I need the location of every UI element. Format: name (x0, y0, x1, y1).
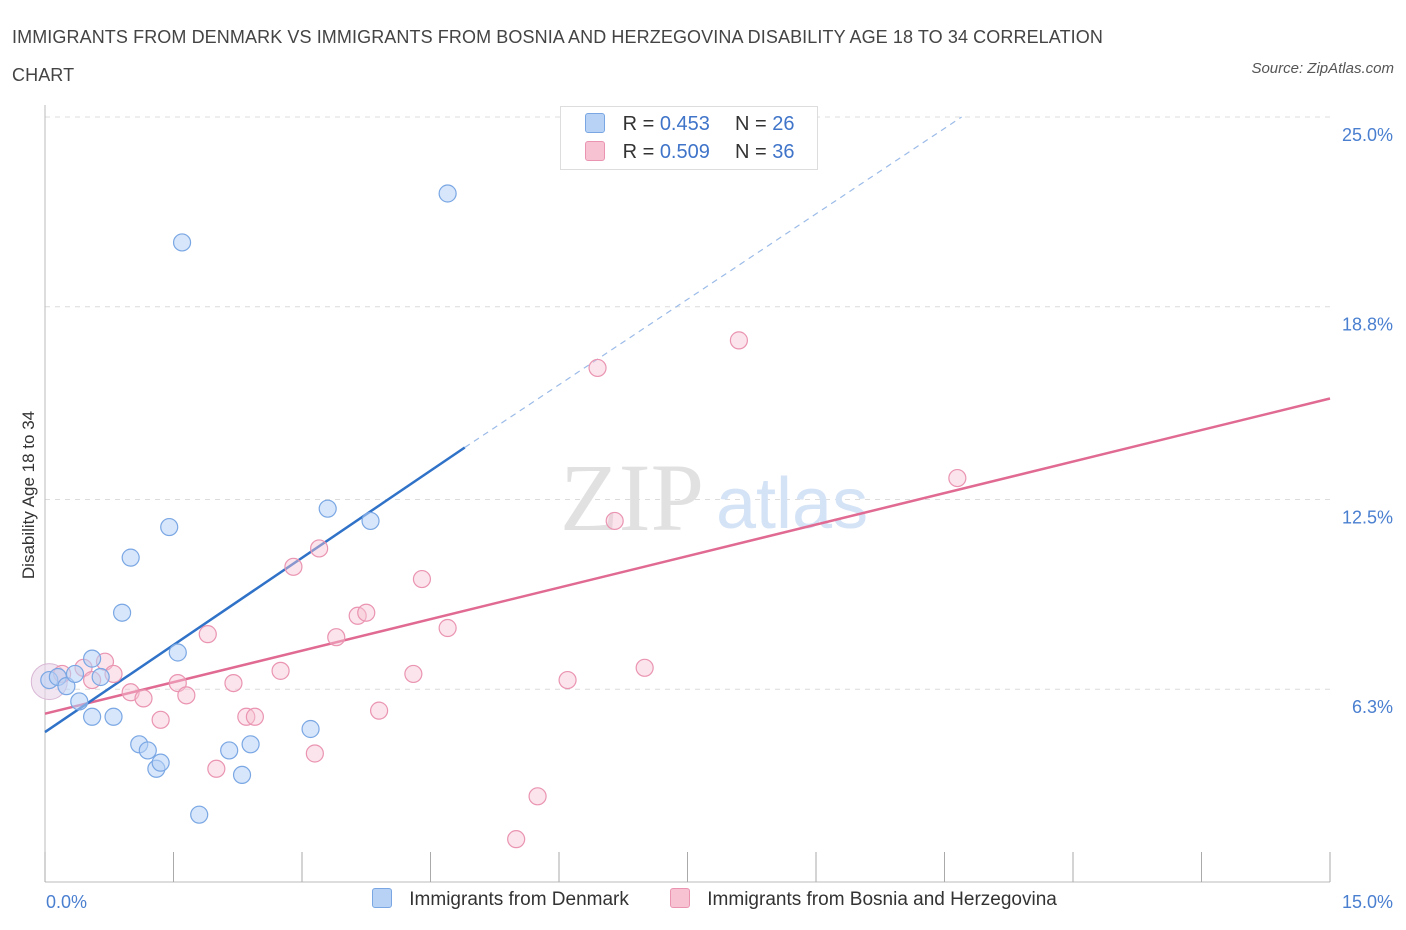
bosnia-point (507, 830, 526, 849)
axes (44, 105, 1331, 883)
y-tick-label: 18.8% (1342, 315, 1393, 335)
bosnia-point (134, 689, 153, 708)
correlation-legend: R = 0.453 N = 26 R = 0.509 N = 36 (560, 106, 818, 170)
denmark-point (241, 735, 260, 754)
legend-r-value: 0.509 (659, 141, 710, 163)
trend-line-denmark-extension (464, 116, 962, 448)
legend-swatch-denmark (585, 113, 605, 133)
denmark-point (168, 643, 187, 662)
legend-n-value: 26 (772, 113, 795, 135)
bosnia-point (370, 701, 389, 720)
denmark-point (121, 548, 140, 567)
denmark-point (83, 707, 102, 726)
bosnia-point (635, 658, 654, 677)
legend-row-denmark: R = 0.453 N = 26 (585, 113, 795, 136)
denmark-point (65, 664, 85, 684)
x-tick-label: 0.0% (46, 892, 87, 912)
data-points (30, 184, 967, 849)
denmark-point (301, 719, 320, 739)
x-tick-labels: 0.0% 15.0% (46, 892, 1393, 912)
legend-swatch-bosnia (670, 888, 690, 908)
denmark-point (151, 753, 170, 772)
legend-swatch-bosnia (585, 141, 605, 161)
bosnia-point (528, 787, 547, 806)
bosnia-point (177, 686, 196, 705)
denmark-point (160, 517, 179, 537)
denmark-point (83, 649, 102, 668)
legend-r-value: 0.453 (659, 113, 710, 135)
y-tick-label: 12.5% (1342, 508, 1393, 528)
y-tick-label: 25.0% (1342, 125, 1393, 145)
trend-line-denmark (44, 446, 466, 734)
denmark-point (138, 741, 157, 760)
bosnia-point (305, 744, 324, 763)
legend-n-label: N = (735, 113, 773, 135)
denmark-point (232, 765, 252, 785)
bosnia-point (412, 569, 432, 589)
denmark-point (112, 603, 132, 622)
denmark-point (104, 707, 123, 726)
chart-title: IMMIGRANTS FROM DENMARK VS IMMIGRANTS FR… (12, 27, 1103, 85)
watermark-zip: ZIP (560, 444, 704, 551)
legend-n-label: N = (735, 141, 773, 163)
trend-line-bosnia (44, 397, 1331, 715)
denmark-point (190, 805, 209, 824)
bosnia-point (558, 670, 577, 690)
denmark-point (318, 499, 337, 518)
denmark-point (91, 667, 110, 687)
legend-n-value: 36 (772, 141, 795, 163)
trend-lines (44, 116, 1331, 734)
bosnia-point (245, 707, 264, 726)
legend-item-bosnia[interactable]: Immigrants from Bosnia and Herzegovina (670, 888, 1057, 911)
bosnia-point (310, 539, 329, 558)
bosnia-point (948, 468, 967, 488)
y-axis-label: Disability Age 18 to 34 (19, 411, 38, 579)
x-tick-label: 15.0% (1342, 892, 1393, 912)
y-tick-labels: 25.0% 18.8% 12.5% 6.3% (1342, 125, 1393, 717)
denmark-point (172, 233, 192, 252)
denmark-point (361, 511, 380, 531)
bosnia-point (605, 511, 624, 531)
bosnia-point (729, 331, 749, 350)
legend-r-label: R = (622, 113, 660, 135)
denmark-point (70, 692, 89, 711)
bosnia-point (224, 673, 243, 693)
bosnia-point (404, 664, 423, 684)
legend-row-bosnia: R = 0.509 N = 36 (585, 141, 795, 164)
legend-label-denmark: Immigrants from Denmark (409, 889, 629, 910)
bosnia-point (357, 603, 376, 622)
bosnia-point (588, 358, 607, 378)
legend-r-label: R = (622, 141, 660, 163)
denmark-point (220, 741, 239, 760)
legend-item-denmark[interactable]: Immigrants from Denmark (372, 888, 629, 911)
bosnia-point (151, 710, 170, 729)
watermark-atlas: atlas (716, 464, 868, 544)
grid-lines (45, 116, 1330, 690)
denmark-point (438, 184, 457, 203)
y-tick-label: 6.3% (1352, 697, 1393, 717)
bosnia-point (327, 628, 346, 647)
bosnia-point (271, 661, 290, 680)
bosnia-point (207, 759, 226, 778)
source-label: Source: ZipAtlas.com (1251, 60, 1394, 77)
legend-swatch-denmark (372, 888, 392, 908)
bosnia-point (198, 625, 217, 644)
legend-label-bosnia: Immigrants from Bosnia and Herzegovina (707, 889, 1057, 910)
bosnia-point (438, 618, 457, 638)
bosnia-point (284, 557, 303, 576)
